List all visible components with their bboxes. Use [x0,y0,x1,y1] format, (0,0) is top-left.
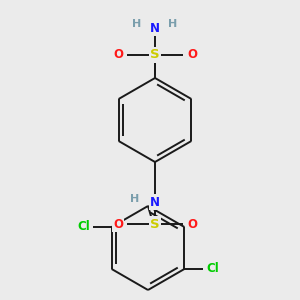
Text: O: O [113,49,123,62]
Text: H: H [168,19,178,29]
Text: H: H [132,19,142,29]
Text: S: S [150,218,160,230]
Text: N: N [150,196,160,208]
Text: O: O [187,49,197,62]
Text: H: H [130,194,140,204]
Text: O: O [187,218,197,230]
Text: O: O [113,218,123,230]
Text: Cl: Cl [77,220,90,233]
Text: S: S [150,49,160,62]
Text: N: N [150,22,160,34]
Text: Cl: Cl [206,262,219,275]
